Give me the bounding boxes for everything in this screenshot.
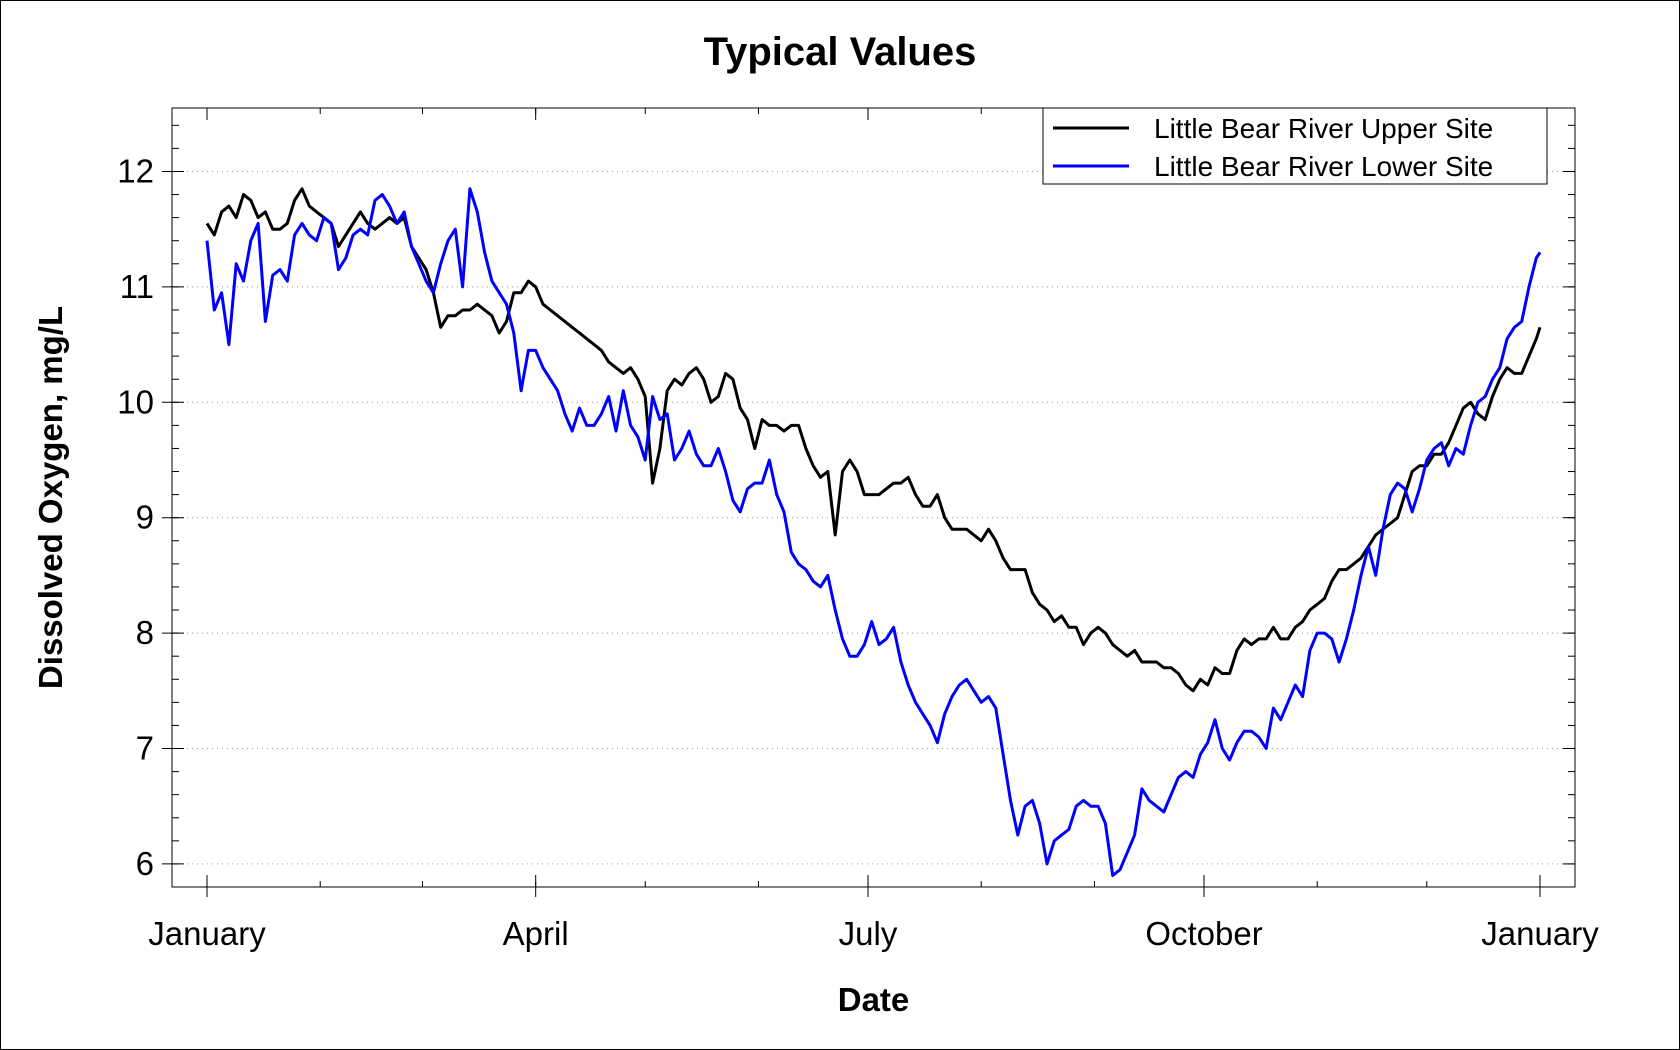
legend-box: [1042, 107, 1548, 185]
x-tick-label: July: [839, 915, 898, 952]
x-tick-label: April: [503, 915, 569, 952]
y-tick-label: 9: [136, 499, 154, 536]
series-line-1: [205, 187, 1542, 693]
legend-label-2: Little Bear River Lower Site: [1154, 151, 1493, 182]
y-tick-label: 6: [136, 845, 154, 882]
y-tick-label: 8: [136, 614, 154, 651]
x-axis-title: Date: [838, 981, 910, 1018]
y-tick-label: 11: [120, 268, 154, 305]
series-lines: [205, 187, 1542, 877]
y-tick-label: 12: [117, 152, 154, 189]
y-tick-label: 10: [117, 383, 154, 420]
x-axis: January April July October January: [148, 108, 1599, 952]
legend: Little Bear River Upper Site Little Bear …: [1042, 107, 1548, 185]
y-tick-label: 7: [136, 730, 154, 767]
series-line-2: [205, 187, 1542, 877]
x-tick-label: January: [148, 915, 266, 952]
x-tick-label: January: [1481, 915, 1599, 952]
legend-label-1: Little Bear River Upper Site: [1154, 113, 1493, 144]
chart-title: Typical Values: [704, 30, 977, 74]
y-axis: 6 7 8 9 10 11 12: [117, 124, 1575, 888]
y-axis-title: Dissolved Oxygen, mg/L: [32, 306, 69, 689]
x-tick-label: October: [1145, 915, 1262, 952]
plot-area: [171, 107, 1576, 888]
